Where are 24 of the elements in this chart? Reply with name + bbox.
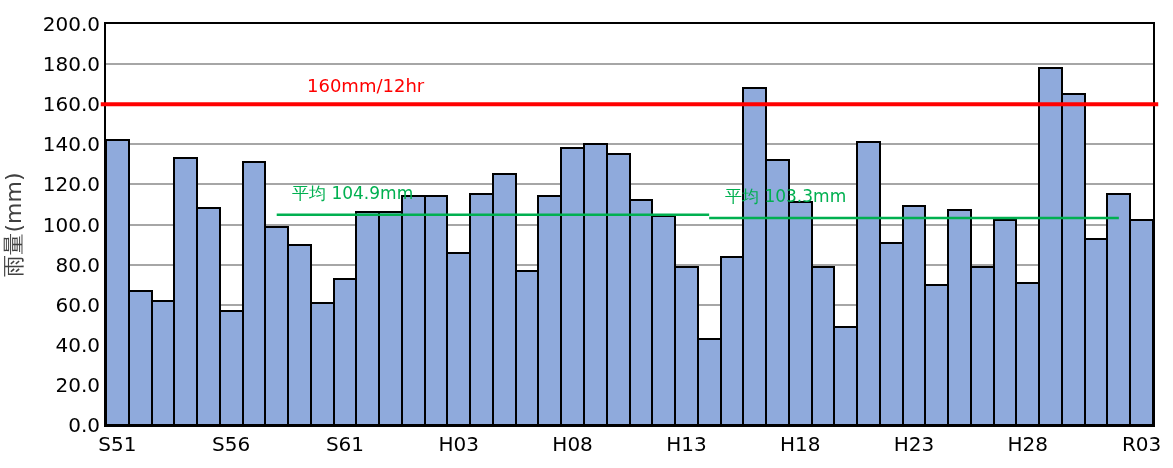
y-tick-label: 160.0: [42, 92, 100, 117]
x-tick-label: S61: [325, 432, 365, 456]
y-tick-label: 80.0: [55, 252, 100, 277]
y-tick-label: 140.0: [42, 132, 100, 157]
x-tick-label: S51: [98, 432, 137, 456]
y-tick-label: 200.0: [42, 12, 100, 36]
y-tick-label: 0.0: [68, 413, 100, 437]
y-tick-label: 120.0: [42, 172, 100, 197]
y-tick-label: 20.0: [55, 372, 100, 397]
x-tick-label: S56: [212, 432, 251, 456]
y-tick-label: 60.0: [55, 292, 100, 317]
ref-line-label: 160mm/12hr: [307, 75, 425, 96]
y-tick-label: 40.0: [55, 332, 100, 357]
x-tick-label: H23: [893, 432, 935, 456]
y-axis-title: 雨量(mm): [1, 172, 27, 277]
y-tick-label: 100.0: [42, 212, 100, 237]
x-tick-label: H18: [779, 432, 821, 456]
x-tick-label: H03: [438, 432, 480, 456]
y-tick-label: 180.0: [42, 52, 100, 77]
series-label: 平均 104.9mm: [292, 183, 414, 203]
x-tick-label: R03: [1121, 432, 1162, 456]
x-tick-label: H13: [666, 432, 707, 456]
x-tick-label: H28: [1007, 432, 1049, 456]
x-tick-label: H08: [552, 432, 593, 456]
